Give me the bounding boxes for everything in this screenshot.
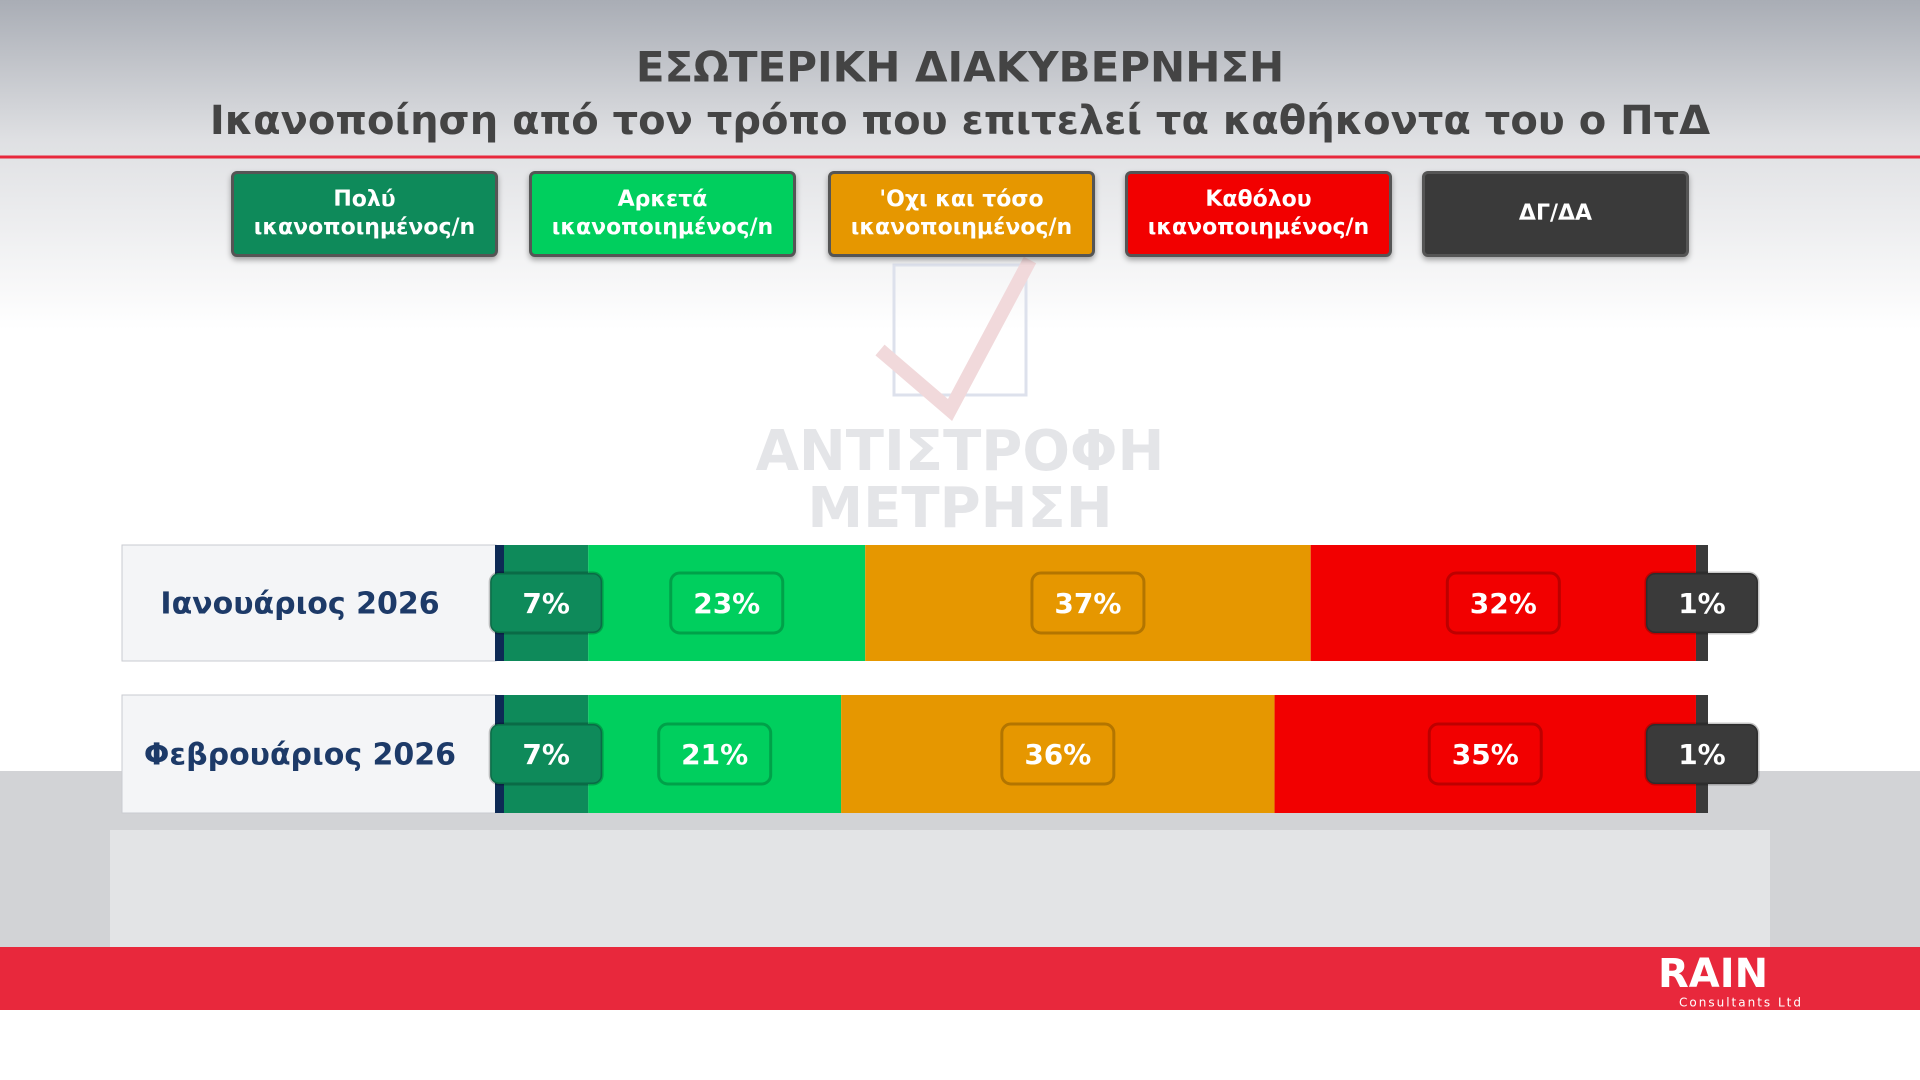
category-box bbox=[121, 544, 497, 662]
category-label: Φεβρουάριος 2026 bbox=[144, 738, 456, 773]
chart-title: ΕΣΩΤΕΡΙΚΗ ΔΙΑΚΥΒΕΡΝΗΣΗ bbox=[636, 43, 1284, 92]
legend-entry: Αρκετά ικανοποιημένος/n bbox=[529, 171, 796, 257]
legend-entry: 'Οχι και τόσο ικανοποιημένος/n bbox=[828, 171, 1095, 257]
category-label: Ιανουάριος 2026 bbox=[160, 587, 439, 622]
value-label: 1% bbox=[1678, 587, 1726, 620]
value-label: 23% bbox=[693, 587, 760, 620]
value-label-box bbox=[657, 722, 773, 786]
value-label-box bbox=[1445, 571, 1561, 635]
logo-subtitle: Consultants Ltd bbox=[1679, 996, 1803, 1010]
value-label: 1% bbox=[1678, 738, 1726, 771]
watermark-check bbox=[875, 256, 1037, 421]
value-label-box bbox=[488, 722, 604, 786]
value-label-box bbox=[1030, 571, 1146, 635]
value-label-box bbox=[669, 571, 785, 635]
value-label: 35% bbox=[1452, 738, 1519, 771]
footer-band bbox=[0, 947, 1920, 1010]
value-label-box bbox=[488, 571, 604, 635]
legend-entry: Πολύ ικανοποιημένος/n bbox=[231, 171, 498, 257]
value-label: 7% bbox=[522, 738, 570, 771]
value-label-box bbox=[1427, 722, 1543, 786]
value-label: 37% bbox=[1054, 587, 1121, 620]
value-label-box bbox=[1000, 722, 1116, 786]
legend-entry: ΔΓ/ΔΑ bbox=[1422, 171, 1689, 257]
value-label: 32% bbox=[1470, 587, 1537, 620]
value-label: 21% bbox=[681, 738, 748, 771]
value-label: 7% bbox=[522, 587, 570, 620]
legend-entry: Καθόλου ικανοποιημένος/n bbox=[1125, 171, 1392, 257]
reflection bbox=[110, 830, 1770, 947]
logo: RAIN bbox=[1658, 951, 1768, 997]
value-label-box bbox=[1644, 722, 1760, 786]
value-label-box bbox=[1644, 571, 1760, 635]
chart-subtitle: Ικανοποίηση από τον τρόπο που επιτελεί τ… bbox=[210, 98, 1710, 144]
value-label: 36% bbox=[1024, 738, 1091, 771]
watermark: ΜΕΤΡΗΣΗ bbox=[807, 476, 1112, 541]
watermark: ΑΝΤΙΣΤΡΟΦΗ bbox=[756, 419, 1165, 484]
category-box bbox=[121, 694, 497, 814]
